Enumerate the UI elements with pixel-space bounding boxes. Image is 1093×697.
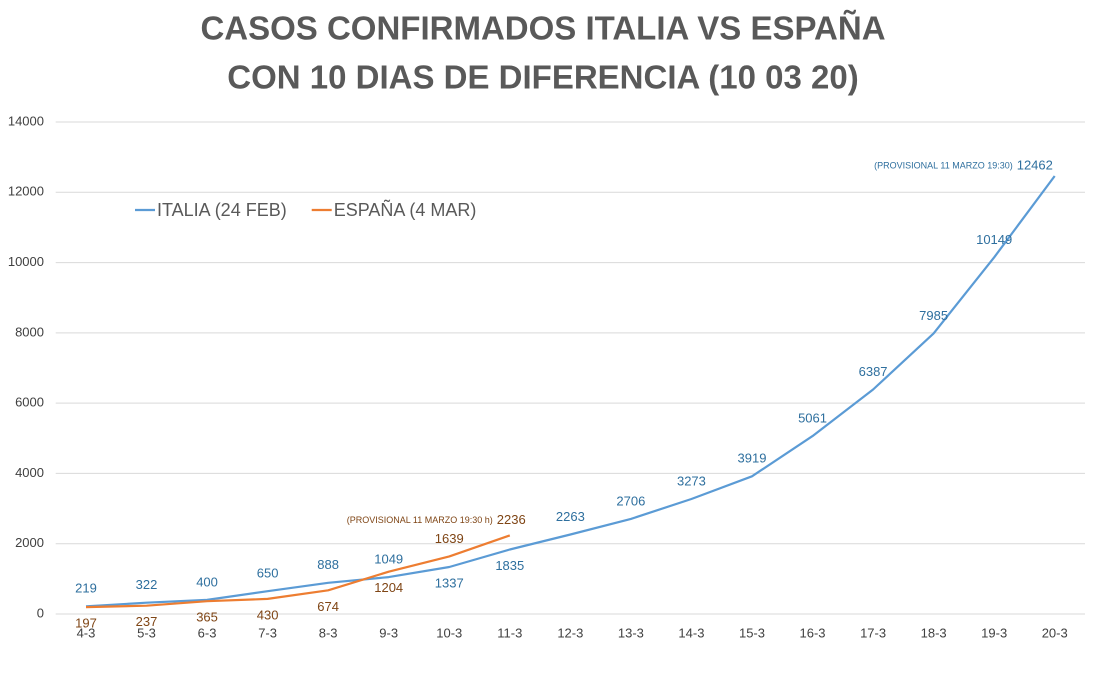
data-label: 1049 [374, 552, 403, 567]
x-tick-label: 6-3 [198, 625, 217, 640]
data-label: 322 [136, 577, 158, 592]
data-label: 5061 [798, 411, 827, 426]
data-label: 3273 [677, 473, 706, 488]
series-line [85, 534, 511, 609]
series-line [85, 175, 1056, 608]
data-label: 400 [196, 574, 218, 589]
data-label: 888 [317, 557, 339, 572]
x-tick-label: 7-3 [258, 625, 277, 640]
data-label: 12462 [1017, 157, 1053, 172]
x-tick-label: 18-3 [921, 625, 947, 640]
data-label: 7985 [919, 308, 948, 323]
x-tick-label: 11-3 [497, 625, 522, 640]
data-label: 1835 [495, 558, 524, 573]
data-label: 1639 [435, 531, 464, 546]
x-tick-label: 13-3 [618, 625, 644, 640]
data-label: 2263 [556, 509, 585, 524]
data-label: 1337 [435, 575, 464, 590]
y-tick-label: 8000 [15, 324, 44, 339]
data-label: 197 [75, 616, 97, 631]
y-tick-label: 10000 [8, 254, 44, 269]
data-label: 2706 [616, 493, 645, 508]
x-tick-label: 20-3 [1042, 625, 1068, 640]
x-tick-label: 12-3 [557, 625, 583, 640]
x-tick-label: 19-3 [981, 625, 1007, 640]
y-tick-label: 12000 [8, 184, 44, 199]
x-tick-label: 14-3 [678, 625, 704, 640]
chart-title: CASOS CONFIRMADOS ITALIA VS ESPAÑA [200, 10, 885, 47]
y-tick-label: 4000 [15, 465, 44, 480]
data-label: 3919 [738, 451, 767, 466]
x-tick-label: 9-3 [379, 625, 398, 640]
data-label: 430 [257, 607, 279, 622]
x-tick-label: 5-3 [137, 625, 156, 640]
annotation: (PROVISIONAL 11 MARZO 19:30) [874, 160, 1013, 170]
x-tick-label: 16-3 [800, 625, 826, 640]
data-label: 650 [257, 566, 279, 581]
y-tick-label: 0 [37, 605, 44, 620]
data-label: 674 [317, 599, 339, 614]
y-tick-label: 14000 [8, 113, 44, 128]
data-label: 219 [75, 581, 97, 596]
data-label: 237 [136, 614, 158, 629]
legend-label: ITALIA (24 FEB) [157, 200, 287, 220]
legend-label: ESPAÑA (4 MAR) [334, 199, 477, 220]
data-label: 2236 [497, 512, 526, 527]
x-tick-label: 10-3 [436, 625, 462, 640]
y-tick-label: 6000 [15, 395, 44, 410]
data-label: 6387 [859, 364, 888, 379]
x-tick-label: 15-3 [739, 625, 765, 640]
data-label: 365 [196, 610, 218, 625]
x-tick-label: 4-3 [77, 625, 96, 640]
x-tick-label: 8-3 [319, 625, 338, 640]
data-label: 1204 [374, 580, 403, 595]
x-tick-label: 17-3 [860, 625, 886, 640]
y-tick-label: 2000 [15, 535, 44, 550]
annotation: (PROVISIONAL 11 MARZO 19:30 h) [347, 515, 493, 525]
data-label: 10149 [976, 232, 1012, 247]
chart-title: CON 10 DIAS DE DIFERENCIA (10 03 20) [227, 59, 858, 96]
